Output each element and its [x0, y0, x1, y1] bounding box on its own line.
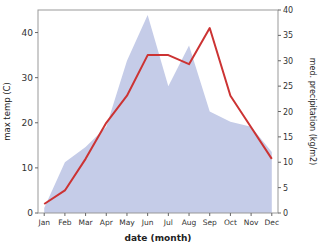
x-tick	[209, 213, 210, 216]
y2-tick	[278, 60, 281, 61]
x-tick-label: Jul	[163, 218, 173, 227]
chart: 0 10 20 30 40 0 5 10 15 20 25 30 35 40 Jan Feb Mar Apr May…	[0, 0, 318, 247]
y-tick	[35, 77, 38, 78]
y2-tick	[278, 86, 281, 87]
y2-tick-label: 40	[283, 6, 293, 15]
y2-tick-label: 20	[283, 108, 293, 117]
x-tick-label: Apr	[100, 218, 114, 227]
y2-tick	[278, 136, 281, 137]
y2-tick	[278, 162, 281, 163]
y2-tick	[278, 213, 281, 214]
x-tick-label: Dec	[265, 218, 280, 227]
x-tick-label: Feb	[58, 218, 72, 227]
y2-tick-label: 35	[283, 31, 293, 40]
y2-tick-label: 5	[283, 184, 288, 193]
y-axis-label: max temp (C)	[2, 82, 12, 141]
plot-frame	[38, 10, 278, 213]
y2-tick-label: 10	[283, 158, 293, 167]
y-tick	[35, 167, 38, 168]
y-tick-label: 30	[22, 73, 34, 83]
x-tick	[271, 213, 272, 216]
y2-tick-label: 15	[283, 133, 293, 142]
x-tick	[230, 213, 231, 216]
x-tick	[44, 213, 45, 216]
page: {"chart_data": {"type": "line", "x_label…	[0, 0, 318, 247]
y-tick	[35, 32, 38, 33]
temperature-line	[44, 28, 272, 204]
x-tick	[147, 213, 148, 216]
y2-tick	[278, 35, 281, 36]
x-tick	[64, 213, 65, 216]
y2-tick-label: 0	[283, 209, 288, 218]
plot-area	[44, 15, 272, 213]
x-tick-label: Mar	[79, 218, 94, 227]
x-tick	[189, 213, 190, 216]
y2-tick	[278, 111, 281, 112]
y2-axis-label: med. precipitation (kg/m2)	[308, 58, 317, 165]
x-tick	[168, 213, 169, 216]
x-tick	[126, 213, 127, 216]
y2-tick	[278, 187, 281, 188]
x-tick-label: Jun	[141, 218, 154, 227]
y2-tick-label: 25	[283, 82, 293, 91]
precipitation-area	[44, 15, 272, 213]
x-tick-label: Oct	[224, 218, 237, 227]
x-tick-label: Sep	[203, 218, 217, 227]
x-tick	[251, 213, 252, 216]
y-tick	[35, 213, 38, 214]
x-axis-label: date (month)	[125, 233, 192, 243]
y-tick	[35, 122, 38, 123]
x-tick-label: Jan	[37, 218, 50, 227]
y2-tick	[278, 10, 281, 11]
y-tick-label: 20	[22, 118, 34, 128]
y2-tick-label: 30	[283, 57, 293, 66]
x-tick	[85, 213, 86, 216]
y-tick-label: 0	[27, 208, 33, 218]
x-tick-label: May	[119, 218, 135, 227]
y-tick-label: 40	[22, 28, 34, 38]
x-tick-label: Nov	[244, 218, 259, 227]
x-tick-label: Aug	[182, 218, 197, 227]
x-tick	[106, 213, 107, 216]
y-tick-label: 10	[22, 163, 34, 173]
